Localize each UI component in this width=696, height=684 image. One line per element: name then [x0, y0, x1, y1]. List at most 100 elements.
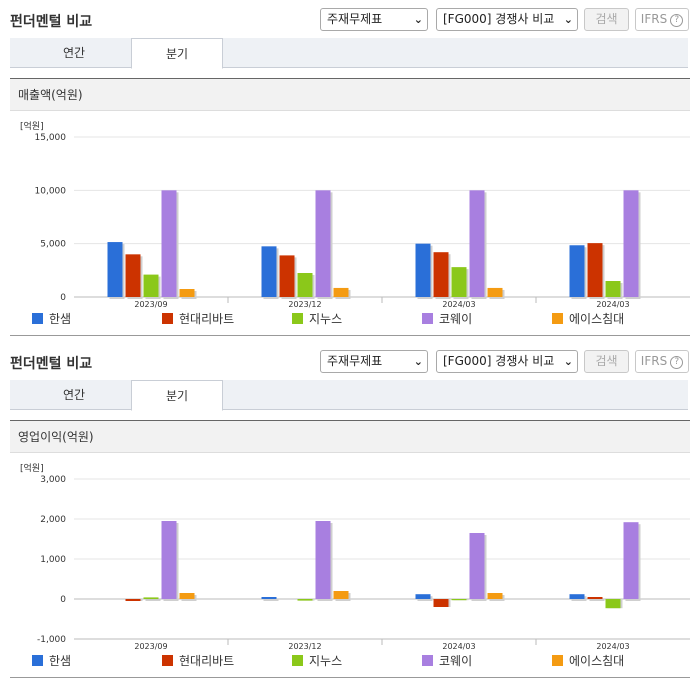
chart-box: 매출액(억원) [억원] 0 5,000 10,000 15,000 2023/09 20…: [10, 78, 690, 336]
legend-item-coway[interactable]: 코웨이: [422, 311, 472, 327]
statement-select[interactable]: 주재무제표 ⌄: [320, 8, 428, 31]
bar-hyundai_livart[interactable]: [433, 252, 449, 297]
y-tick-label: 0: [60, 293, 66, 303]
bar-shadow: [263, 599, 279, 601]
bar-ace_bed[interactable]: [487, 593, 503, 599]
legend-swatch: [292, 313, 303, 324]
legend-item-hyundai_livart[interactable]: 현대리바트: [162, 653, 234, 669]
legend-item-jinus[interactable]: 지누스: [292, 311, 342, 327]
legend-label: 에이스침대: [569, 312, 625, 326]
bar-jinus[interactable]: [143, 597, 159, 599]
bar-coway[interactable]: [469, 190, 485, 297]
legend-label: 지누스: [309, 654, 343, 668]
bar-hansem[interactable]: [569, 594, 585, 599]
bar-coway[interactable]: [315, 190, 331, 297]
bar-hansem[interactable]: [107, 242, 123, 297]
bar-hyundai_livart[interactable]: [433, 599, 449, 607]
legend-label: 코웨이: [439, 312, 473, 326]
legend-swatch: [292, 655, 303, 666]
peer-select-value: [FG000] 경쟁사 비교: [443, 354, 555, 368]
y-tick-label: 1,000: [40, 555, 66, 565]
legend-swatch: [552, 313, 563, 324]
y-tick-label: 3,000: [40, 475, 66, 485]
y-tick-label: -1,000: [37, 635, 66, 645]
bar-coway[interactable]: [161, 190, 177, 297]
search-button[interactable]: 검색: [584, 350, 629, 373]
peer-select[interactable]: [FG000] 경쟁사 비교 ⌄: [436, 350, 578, 373]
tab-quarterly[interactable]: 분기: [131, 38, 223, 69]
bar-ace_bed[interactable]: [333, 591, 349, 599]
bar-jinus[interactable]: [143, 274, 159, 297]
legend-label: 현대리바트: [179, 312, 235, 326]
legend-swatch: [552, 655, 563, 666]
bar-jinus[interactable]: [605, 599, 621, 609]
bar-hyundai_livart[interactable]: [587, 243, 603, 297]
chart-legend: 한샘 현대리바트 지누스 코웨이 에이스침대: [10, 311, 690, 329]
y-unit-label: [억원]: [20, 122, 44, 132]
statement-select-value: 주재무제표: [327, 354, 383, 368]
panel-header: 펀더멘털 비교 주재무제표 ⌄ [FG000] 경쟁사 비교 ⌄ 검색 IFRS…: [0, 342, 696, 378]
legend-item-jinus[interactable]: 지누스: [292, 653, 342, 669]
bar-hansem[interactable]: [261, 246, 277, 297]
search-button[interactable]: 검색: [584, 8, 629, 31]
question-circle-icon: ?: [670, 356, 684, 369]
panel-header: 펀더멘털 비교 주재무제표 ⌄ [FG000] 경쟁사 비교 ⌄ 검색 IFRS…: [0, 0, 696, 36]
bar-hansem[interactable]: [415, 594, 431, 599]
bar-ace_bed[interactable]: [179, 593, 195, 599]
legend-item-hyundai_livart[interactable]: 현대리바트: [162, 311, 234, 327]
legend-item-hansem[interactable]: 한샘: [32, 653, 71, 669]
bar-coway[interactable]: [315, 521, 331, 599]
operating-profit-bar-chart: -1,000 0 1,000 2,000 3,000 2023/09 2023/12 2024…: [37, 475, 690, 651]
bar-hansem[interactable]: [415, 243, 431, 297]
peer-select[interactable]: [FG000] 경쟁사 비교 ⌄: [436, 8, 578, 31]
legend-item-hansem[interactable]: 한샘: [32, 311, 71, 327]
bar-jinus[interactable]: [297, 273, 313, 297]
bar-jinus[interactable]: [605, 281, 621, 297]
bar-hyundai_livart[interactable]: [279, 255, 295, 297]
bar-coway[interactable]: [623, 522, 639, 599]
ifrs-help-button[interactable]: IFRS?: [635, 350, 689, 373]
legend-item-ace_bed[interactable]: 에이스침대: [552, 653, 624, 669]
bar-hansem[interactable]: [569, 245, 585, 297]
legend-swatch: [32, 655, 43, 666]
legend-item-coway[interactable]: 코웨이: [422, 653, 472, 669]
bar-coway[interactable]: [469, 533, 485, 599]
bar-hansem[interactable]: [261, 597, 277, 599]
legend-item-ace_bed[interactable]: 에이스침대: [552, 311, 624, 327]
fundamental-panel-revenue: 펀더멘털 비교 주재무제표 ⌄ [FG000] 경쟁사 비교 ⌄ 검색 IFRS…: [0, 0, 696, 340]
chart-box: 영업이익(억원) [억원] -1,000 0 1,000 2,000 3,000 2023…: [10, 420, 690, 678]
y-tick-label: 10,000: [35, 186, 67, 196]
legend-swatch: [162, 655, 173, 666]
y-tick-label: 2,000: [40, 515, 66, 525]
x-tick-label: 2023/09: [134, 642, 167, 651]
chevron-down-icon: ⌄: [413, 355, 423, 368]
x-tick-label: 2023/12: [288, 642, 321, 651]
legend-label: 한샘: [49, 654, 72, 668]
bar-coway[interactable]: [623, 190, 639, 297]
revenue-bar-chart: 0 5,000 10,000 15,000 2023/09 2023/12 2024/03 2…: [35, 133, 690, 309]
legend-swatch: [32, 313, 43, 324]
bar-coway[interactable]: [161, 521, 177, 599]
bar-ace_bed[interactable]: [179, 289, 195, 297]
legend-swatch: [422, 313, 433, 324]
tab-quarterly[interactable]: 분기: [131, 380, 223, 411]
tab-annual[interactable]: 연간: [62, 388, 86, 402]
tab-annual[interactable]: 연간: [62, 46, 86, 60]
ifrs-help-button[interactable]: IFRS?: [635, 8, 689, 31]
question-circle-icon: ?: [670, 14, 684, 27]
statement-select[interactable]: 주재무제표 ⌄: [320, 350, 428, 373]
bar-jinus[interactable]: [297, 599, 313, 601]
chevron-down-icon: ⌄: [563, 13, 573, 26]
bar-hyundai_livart[interactable]: [125, 254, 141, 297]
bar-ace_bed[interactable]: [333, 287, 349, 297]
bar-hyundai_livart[interactable]: [125, 599, 141, 601]
legend-label: 현대리바트: [179, 654, 235, 668]
legend-label: 지누스: [309, 312, 343, 326]
bar-hyundai_livart[interactable]: [587, 597, 603, 599]
bar-jinus[interactable]: [451, 267, 467, 297]
chevron-down-icon: ⌄: [563, 355, 573, 368]
bar-shadow: [589, 599, 605, 601]
bar-ace_bed[interactable]: [487, 287, 503, 297]
x-tick-label: 2024/03: [442, 300, 475, 309]
bar-jinus[interactable]: [451, 599, 467, 601]
